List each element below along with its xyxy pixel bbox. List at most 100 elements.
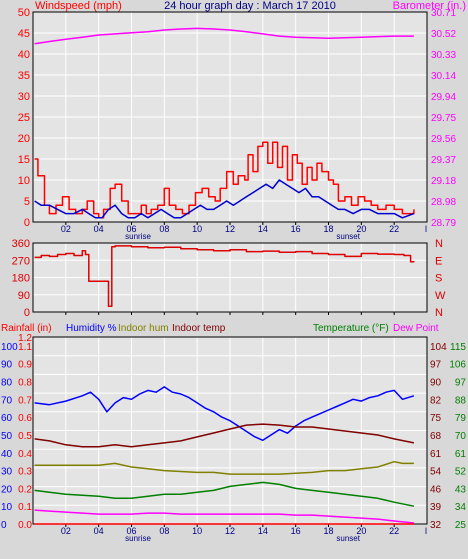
rainfall-tick-label: 0.6: [18, 413, 32, 424]
rainfall-tick-label: 0.3: [18, 467, 32, 478]
temperature-panel-sunrise-label: sunrise: [125, 534, 151, 543]
humidity-tick-label: 100: [1, 342, 18, 353]
windspeed-axis-title: Windspeed (mph): [35, 0, 122, 12]
wind-panel-x-end-label: l: [425, 224, 427, 234]
temperature-tick-label: 43: [455, 484, 467, 495]
temperature-tick-label: 34: [455, 502, 467, 513]
direction-degree-tick-label: 360: [12, 238, 30, 250]
indoor-temp-tick-label: 90: [430, 378, 442, 389]
wind-panel-xtick-label: 02: [61, 224, 71, 234]
rainfall-tick-label: 0.8: [18, 378, 32, 389]
windspeed-tick-label: 35: [18, 70, 30, 82]
barometer-tick-label: 30.33: [431, 50, 456, 61]
graph-title: 24 hour graph day : March 17 2010: [164, 0, 336, 12]
rainfall-axis-title: Rainfall (in): [1, 323, 52, 334]
temperature-panel-xtick-label: 10: [192, 526, 202, 536]
rainfall-tick-label: 0.4: [18, 449, 32, 460]
rainfall-tick-label: 0.0: [18, 520, 32, 531]
indoor-temp-tick-label: 61: [430, 449, 442, 460]
temperature-tick-label: 25: [455, 520, 467, 531]
temperature-tick-label: 106: [449, 360, 466, 371]
windspeed-tick-label: 20: [18, 133, 30, 145]
humidity-tick-label: 80: [1, 378, 13, 389]
humidity-tick-label: 20: [1, 484, 13, 495]
humidity-tick-label: 40: [1, 449, 13, 460]
temperature-panel-xtick-label: 02: [61, 526, 71, 536]
rainfall-tick-label: 0.7: [18, 395, 32, 406]
rainfall-tick-label: 0.2: [18, 484, 32, 495]
direction-compass-tick-label: N: [435, 238, 443, 250]
temperature-panel-xtick-label: 12: [225, 526, 235, 536]
temperature-panel-xtick-label: 20: [356, 526, 366, 536]
indoor-temp-tick-label: 46: [430, 484, 442, 495]
humidity-tick-label: 90: [1, 360, 13, 371]
temperature-tick-label: 115: [450, 342, 466, 353]
wind-panel-xtick-label: 18: [323, 224, 333, 234]
direction-compass-tick-label: N: [435, 307, 443, 319]
humidity-tick-label: 60: [1, 413, 13, 424]
series-baro-line: [34, 27, 414, 45]
temperature-tick-label: 52: [455, 467, 467, 478]
indoor-temp-tick-label: 68: [430, 431, 442, 442]
wind-panel-xtick-label: 08: [159, 224, 169, 234]
windspeed-tick-label: 40: [18, 49, 30, 61]
temperature-panel-xtick-label: 18: [323, 526, 333, 536]
humidity-tick-label: 70: [1, 395, 13, 406]
windspeed-tick-label: 50: [18, 7, 30, 19]
direction-degree-tick-label: 180: [12, 273, 30, 285]
indoor-temp-tick-label: 39: [430, 502, 442, 513]
wind-panel-xtick-label: 06: [126, 224, 136, 234]
wind-panel-xtick-label: 14: [258, 224, 268, 234]
direction-degree-tick-label: 0: [24, 307, 30, 319]
barometer-tick-label: 29.94: [431, 92, 456, 103]
wind-panel-xtick-label: 22: [389, 224, 399, 234]
barometer-tick-label: 29.37: [431, 155, 456, 166]
windspeed-tick-label: 5: [24, 196, 30, 208]
windspeed-tick-label: 30: [18, 91, 30, 103]
rainfall-tick-label: 1.2: [18, 333, 32, 344]
series-temperature-line: [34, 481, 415, 507]
indoor-temp-tick-label: 75: [430, 413, 442, 424]
temperature-panel-sunset-label: sunset: [336, 534, 360, 543]
series-humidity-line: [34, 386, 415, 442]
temperature-panel-xtick-label: 22: [389, 526, 399, 536]
temperature-panel-xtick-label: 16: [291, 526, 301, 536]
direction-degree-tick-label: 270: [12, 255, 30, 267]
wind-panel-xtick-label: 12: [225, 224, 235, 234]
rainfall-tick-label: 0.5: [18, 431, 32, 442]
humidity-tick-label: 30: [1, 467, 13, 478]
temperature-panel-x-end-label: l: [425, 526, 427, 536]
indoor-temp-tick-label: 104: [430, 342, 447, 353]
barometer-tick-label: 30.71: [431, 8, 456, 19]
rainfall-tick-label: 1.1: [18, 342, 32, 353]
barometer-tick-label: 30.52: [431, 29, 456, 40]
wind-panel-xtick-label: 16: [291, 224, 301, 234]
barometer-tick-label: 28.98: [431, 197, 456, 208]
temperature-panel-xtick-label: 14: [258, 526, 268, 536]
wind-panel-sunrise-label: sunrise: [125, 232, 151, 241]
barometer-axis-title: Barometer (in.): [393, 0, 466, 12]
barometer-tick-label: 29.56: [431, 134, 456, 145]
temperature-tick-label: 70: [455, 431, 467, 442]
series-direction-line: [34, 245, 415, 308]
indoor-hum-axis-title: Indoor hum: [118, 323, 169, 334]
rainfall-tick-label: 0.1: [18, 502, 32, 513]
dew-point-axis-title: Dew Point: [393, 323, 439, 334]
humidity-tick-label: 0: [1, 520, 7, 531]
direction-compass-tick-label: S: [435, 273, 442, 285]
series-avg-line: [34, 179, 415, 219]
windspeed-tick-label: 15: [18, 154, 30, 166]
indoor-temp-tick-label: 82: [430, 395, 442, 406]
humidity-tick-label: 10: [1, 502, 13, 513]
direction-compass-tick-label: E: [435, 255, 442, 267]
indoor-temp-tick-label: 97: [430, 360, 442, 371]
direction-compass-tick-label: W: [435, 290, 446, 302]
barometer-tick-label: 29.18: [431, 176, 456, 187]
indoor-temp-axis-title: Indoor temp: [172, 323, 226, 334]
series-indoor-hum-line: [34, 460, 414, 475]
temperature-tick-label: 97: [455, 378, 467, 389]
temperature-panel-xtick-label: 06: [126, 526, 136, 536]
temperature-tick-label: 79: [455, 413, 467, 424]
temperature-axis-title: Temperature (°F): [313, 323, 389, 334]
